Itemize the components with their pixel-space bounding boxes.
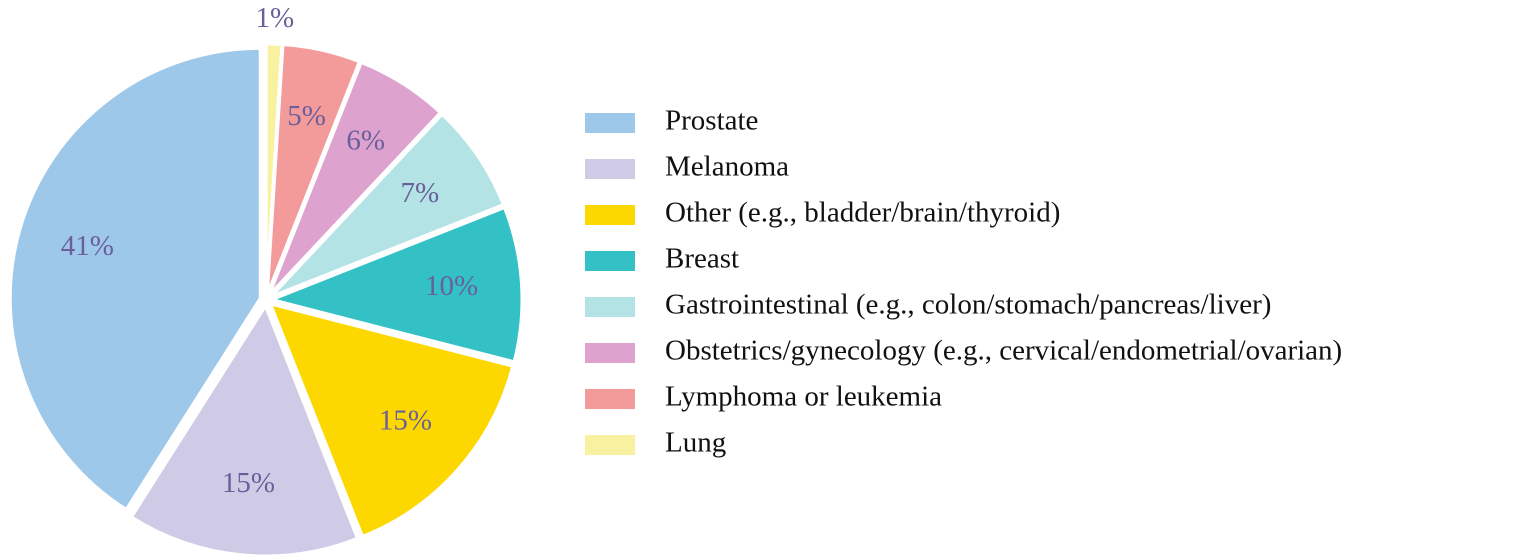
pie-slice	[267, 60, 443, 296]
legend-swatch	[585, 435, 635, 455]
legend-swatch	[585, 343, 635, 363]
legend-label: Melanoma	[665, 151, 789, 183]
slice-label: 15%	[222, 467, 275, 499]
slice-label: 6%	[346, 125, 385, 157]
pie-slice	[267, 205, 524, 364]
legend-swatch	[585, 113, 635, 133]
legend-label: Lymphoma or leukemia	[665, 381, 942, 413]
legend-label: Gastrointestinal (e.g., colon/stomach/pa…	[665, 289, 1271, 321]
legend-swatch	[585, 159, 635, 179]
legend-swatch	[585, 205, 635, 225]
slice-label: 5%	[287, 100, 326, 132]
slice-label: 7%	[401, 177, 440, 209]
legend-label: Lung	[665, 427, 726, 459]
legend-label: Other (e.g., bladder/brain/thyroid)	[665, 197, 1060, 229]
slice-label: 15%	[379, 405, 432, 437]
slice-label: 10%	[425, 270, 478, 302]
legend-swatch	[585, 389, 635, 409]
pie-slice	[269, 112, 506, 299]
pie-slice	[8, 46, 262, 512]
slice-label: 1%	[255, 2, 294, 34]
legend-label: Breast	[665, 243, 739, 275]
pie-slice	[264, 42, 284, 295]
pie-slice	[268, 301, 515, 539]
slice-label: 41%	[61, 230, 114, 262]
legend-label: Prostate	[665, 105, 758, 137]
legend-swatch	[585, 251, 635, 271]
pie-slice	[129, 302, 360, 556]
legend-label: Obstetrics/gynecology (e.g., cervical/en…	[665, 335, 1342, 367]
legend-swatch	[585, 297, 635, 317]
